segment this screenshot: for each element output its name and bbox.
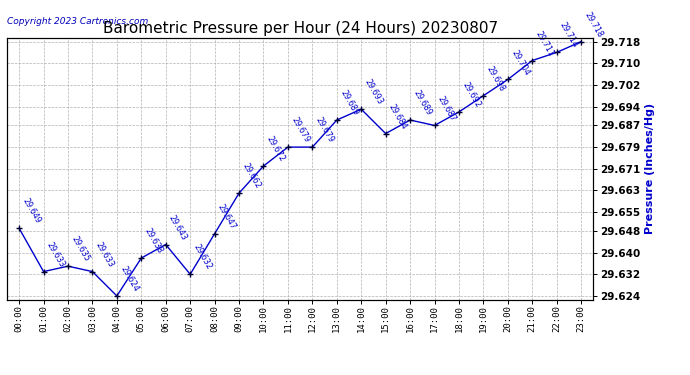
Text: 29.679: 29.679 bbox=[289, 116, 311, 144]
Text: 29.662: 29.662 bbox=[240, 162, 262, 190]
Text: 29.704: 29.704 bbox=[509, 48, 531, 76]
Text: 29.649: 29.649 bbox=[21, 197, 42, 225]
Title: Barometric Pressure per Hour (24 Hours) 20230807: Barometric Pressure per Hour (24 Hours) … bbox=[103, 21, 497, 36]
Text: 29.643: 29.643 bbox=[167, 213, 189, 242]
Text: 29.638: 29.638 bbox=[143, 227, 164, 255]
Text: 29.687: 29.687 bbox=[436, 94, 457, 123]
Y-axis label: Pressure (Inches/Hg): Pressure (Inches/Hg) bbox=[644, 103, 655, 234]
Text: 29.635: 29.635 bbox=[70, 235, 91, 263]
Text: 29.647: 29.647 bbox=[216, 202, 238, 231]
Text: 29.632: 29.632 bbox=[192, 243, 213, 272]
Text: 29.711: 29.711 bbox=[533, 29, 555, 58]
Text: 29.693: 29.693 bbox=[363, 78, 384, 106]
Text: 29.633: 29.633 bbox=[94, 240, 115, 269]
Text: 29.679: 29.679 bbox=[314, 116, 335, 144]
Text: 29.692: 29.692 bbox=[460, 80, 482, 109]
Text: 29.624: 29.624 bbox=[118, 264, 140, 293]
Text: 29.689: 29.689 bbox=[338, 88, 360, 117]
Text: 29.689: 29.689 bbox=[411, 88, 433, 117]
Text: 29.672: 29.672 bbox=[265, 135, 286, 163]
Text: 29.718: 29.718 bbox=[582, 10, 604, 39]
Text: 29.714: 29.714 bbox=[558, 21, 580, 50]
Text: 29.698: 29.698 bbox=[485, 64, 506, 93]
Text: Copyright 2023 Cartronics.com: Copyright 2023 Cartronics.com bbox=[7, 16, 148, 26]
Text: 29.684: 29.684 bbox=[387, 102, 408, 131]
Text: 29.633: 29.633 bbox=[45, 240, 67, 269]
